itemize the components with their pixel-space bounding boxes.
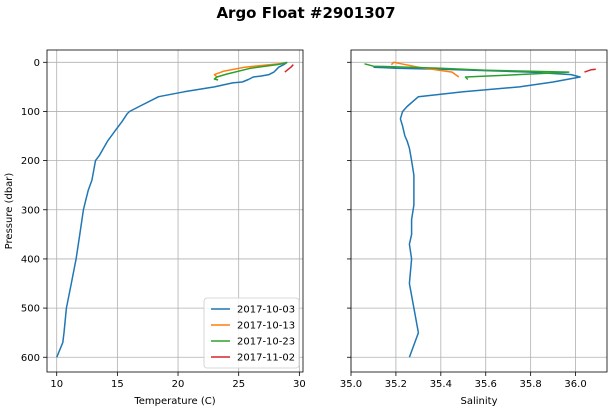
legend: 2017-10-03 2017-10-13 2017-10-23 2017-11-02: [203, 297, 300, 369]
salinity-x-tick-label: 35.6: [475, 379, 497, 390]
salinity-series-line-2017-11-02: [584, 68, 596, 73]
pressure-y-tick-label: 600: [21, 353, 40, 364]
temperature-series-lines: [56, 61, 294, 358]
salinity-panel: 35.0 35.2 35.4 35.6 35.8 36.0 Salinity: [340, 49, 608, 407]
salinity-series-line-2017-10-23: [364, 63, 570, 81]
temperature-panel: 10 15 20 25 30 0 100 200 300 400 500 600 Temperatu…: [4, 49, 306, 407]
temperature-axes-frame: [46, 49, 304, 373]
salinity-axes-frame: [350, 49, 608, 373]
pressure-y-label: Pressure (dbar): [4, 173, 15, 250]
legend-entry-label: 2017-10-13: [237, 321, 295, 332]
legend-entry-label: 2017-10-23: [237, 337, 295, 348]
salinity-y-ticks: [347, 61, 351, 358]
salinity-series-lines: [364, 61, 596, 358]
salinity-x-label: Salinity: [461, 396, 498, 407]
temperature-series-line-2017-10-03: [56, 61, 288, 358]
temperature-x-tick-label: 10: [50, 379, 63, 390]
temperature-series-line-2017-10-13: [213, 62, 285, 78]
pressure-y-tick-label: 400: [21, 254, 40, 265]
pressure-y-tick-label: 300: [21, 205, 40, 216]
temperature-series-line-2017-10-23: [213, 61, 288, 81]
salinity-x-tick-label: 35.4: [430, 379, 452, 390]
temperature-x-ticks: 10 15 20 25 30: [50, 372, 306, 390]
legend-box: [203, 297, 300, 369]
pressure-y-tick-label: 500: [21, 304, 40, 315]
pressure-y-tick-label: 100: [21, 107, 40, 118]
temperature-x-label: Temperature (C): [133, 396, 215, 407]
temperature-x-tick-label: 25: [232, 379, 245, 390]
pressure-y-ticks: 0 100 200 300 400 500 600: [21, 58, 47, 364]
salinity-x-ticks: 35.0 35.2 35.4 35.6 35.8 36.0: [340, 372, 587, 390]
legend-entry-label: 2017-10-03: [237, 305, 295, 316]
temperature-series-line-2017-11-02: [284, 64, 294, 73]
pressure-y-tick-label: 200: [21, 156, 40, 167]
salinity-x-tick-label: 36.0: [564, 379, 586, 390]
pressure-y-tick-label: 0: [34, 58, 40, 69]
legend-entry-label: 2017-11-02: [237, 353, 295, 364]
temperature-x-tick-label: 20: [172, 379, 185, 390]
temperature-x-tick-label: 15: [111, 379, 124, 390]
salinity-x-tick-label: 35.0: [340, 379, 362, 390]
salinity-series-line-2017-10-03: [373, 66, 581, 358]
salinity-x-tick-label: 35.2: [385, 379, 407, 390]
figure-title: Argo Float #2901307: [216, 4, 396, 22]
salinity-grid: [350, 50, 607, 372]
temperature-x-tick-label: 30: [293, 379, 306, 390]
salinity-x-tick-label: 35.8: [520, 379, 542, 390]
